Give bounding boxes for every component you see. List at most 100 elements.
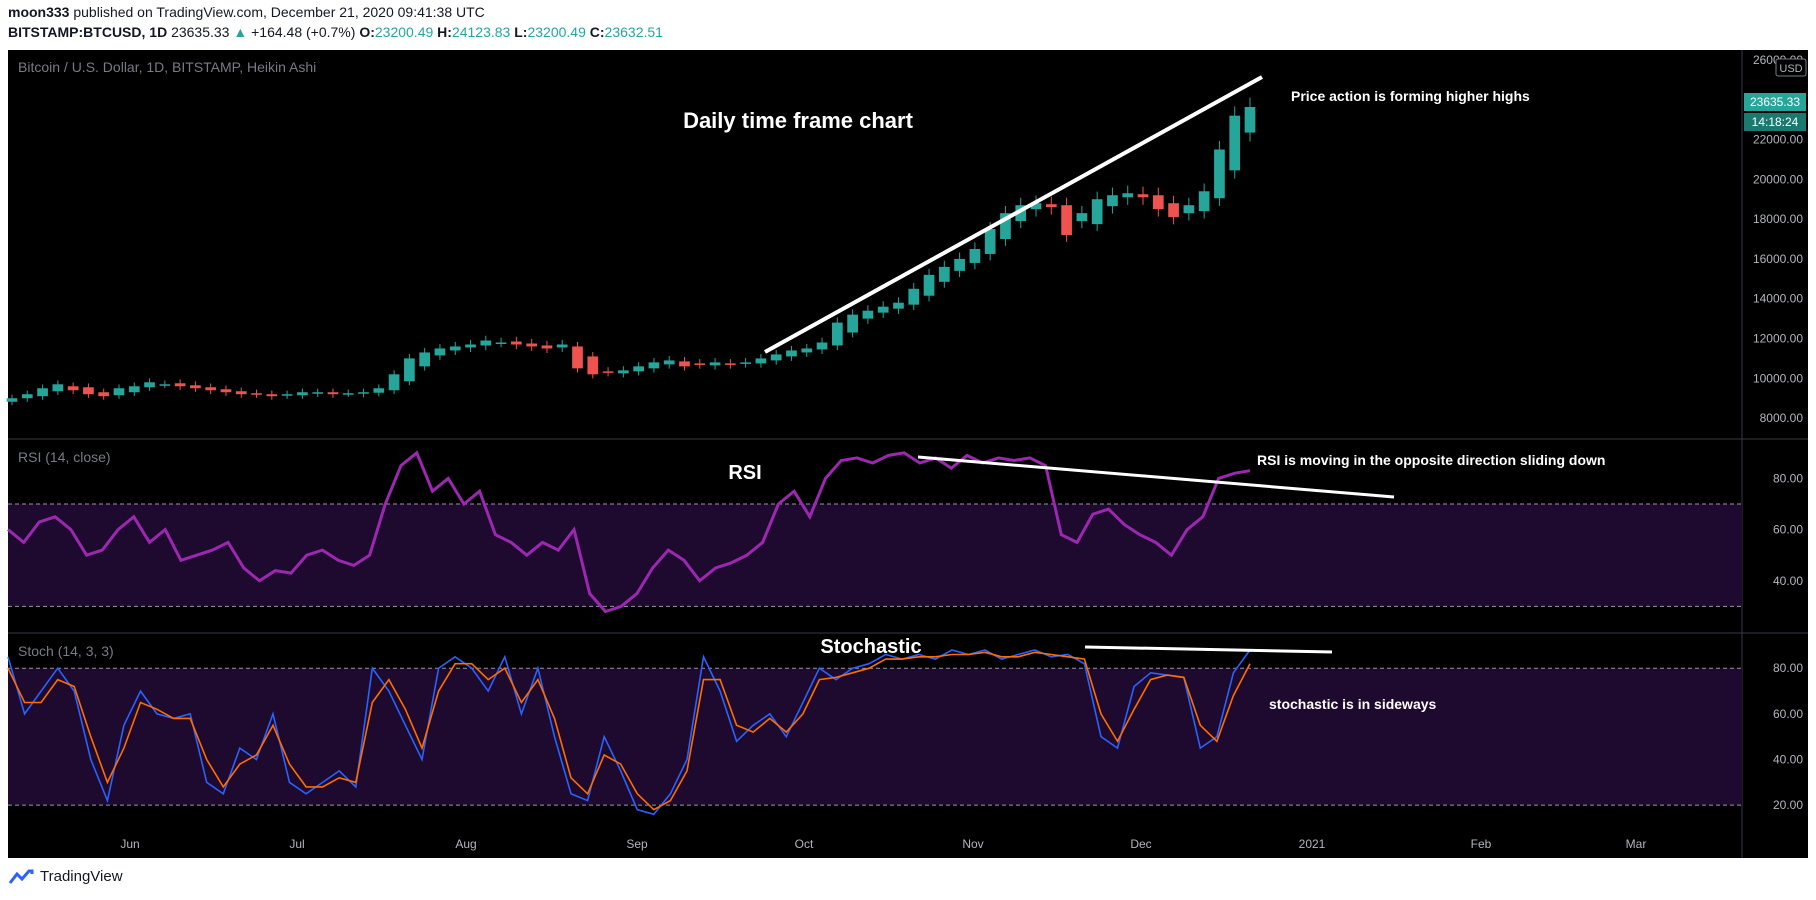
candle-body: [312, 392, 324, 394]
price-tick-label: 20000.00: [1753, 172, 1803, 186]
time-tick-label: Mar: [1626, 837, 1647, 851]
candle-body: [480, 340, 492, 346]
price-tick-label: 8000.00: [1760, 411, 1804, 425]
candle-body: [434, 348, 446, 356]
price-tick-label: 14000.00: [1753, 292, 1803, 306]
time-tick-label: Oct: [795, 837, 814, 851]
candle-body: [648, 362, 660, 369]
open-value: 23200.49: [374, 24, 434, 40]
candle-body: [954, 258, 965, 271]
candle-body: [969, 248, 981, 263]
candle-body: [1030, 203, 1042, 210]
candle-body: [327, 392, 339, 395]
candle-body: [281, 394, 293, 396]
stoch-tick-label: 80.00: [1773, 661, 1803, 675]
candle-body: [862, 310, 874, 319]
candle-body: [419, 352, 431, 367]
rsi-series-line: [7, 450, 1251, 614]
candle-body: [1244, 107, 1256, 133]
brand-name[interactable]: TradingView: [40, 868, 123, 885]
candle-body: [190, 385, 201, 389]
stoch-tick-label: 60.00: [1773, 707, 1803, 721]
candle-body: [572, 346, 583, 369]
price-tick-label: 12000.00: [1753, 332, 1803, 346]
candle-body: [908, 288, 920, 305]
last-price-label: 23635.33: [1750, 95, 1800, 109]
candle-body: [159, 384, 171, 386]
candle-body: [1168, 203, 1179, 218]
time-axis-background: [8, 828, 1742, 858]
footer: TradingView: [8, 868, 123, 885]
candle-body: [144, 382, 155, 388]
candle-body: [541, 345, 553, 349]
stoch-title: Stoch (14, 3, 3): [18, 643, 114, 659]
candle-body: [128, 386, 140, 393]
candle-body: [1229, 115, 1241, 171]
candle-body: [877, 306, 889, 313]
candle-body: [1091, 199, 1103, 225]
last-price: 23635.33: [171, 24, 230, 40]
candle-body: [770, 354, 782, 361]
candle-body: [923, 274, 935, 296]
high-value: 24123.83: [451, 24, 511, 40]
candle-body: [1214, 149, 1225, 199]
open-label: O:: [359, 24, 375, 40]
candle-body: [235, 391, 247, 395]
candle-body: [342, 393, 354, 395]
candle-body: [801, 348, 813, 353]
time-tick-label: Sep: [626, 837, 648, 851]
price-tick-label: 10000.00: [1753, 371, 1803, 385]
rsi-annotation-title: RSI: [728, 462, 761, 484]
candle-body: [297, 392, 308, 396]
candle-body: [602, 371, 614, 373]
candle-body: [709, 362, 721, 366]
time-tick-label: Jul: [289, 837, 304, 851]
countdown-label: 14:18:24: [1752, 115, 1799, 129]
candle-body: [1015, 205, 1027, 222]
candle-body: [1061, 205, 1072, 236]
candle-body: [1198, 191, 1210, 212]
time-tick-label: Feb: [1471, 837, 1492, 851]
candle-body: [893, 302, 904, 309]
candle-body: [465, 344, 476, 348]
time-tick-label: Aug: [455, 837, 476, 851]
price-tick-label: 18000.00: [1753, 212, 1803, 226]
candle-body: [495, 342, 507, 344]
candle-body: [1152, 195, 1164, 210]
candle-body: [1045, 204, 1057, 208]
candle-body: [938, 266, 950, 282]
candle-body: [816, 342, 828, 350]
candle-body: [679, 361, 690, 367]
countdown-box: [1744, 113, 1806, 131]
candle-body: [1000, 213, 1011, 240]
candle-body: [1107, 195, 1118, 207]
candle-body: [1076, 213, 1088, 222]
stoch-series-line: [7, 651, 1251, 811]
candle-body: [251, 393, 262, 395]
stoch-annotation-title: Stochastic: [820, 636, 921, 658]
candle-body: [556, 344, 568, 348]
candle-body: [1137, 194, 1149, 198]
price-axis-background: [1742, 50, 1808, 858]
candle-body: [618, 370, 629, 374]
ohlc-line: BITSTAMP:BTCUSD, 1D 23635.33 ▲ +164.48 (…: [8, 24, 663, 40]
candle-body: [37, 388, 48, 397]
stoch-tick-label: 20.00: [1773, 798, 1803, 812]
candle-body: [755, 358, 767, 364]
stoch-tick-label: 40.00: [1773, 753, 1803, 767]
candle-body: [740, 362, 751, 364]
price-change: +164.48 (+0.7%): [251, 24, 356, 40]
candle-body: [847, 314, 858, 333]
rsi-tick-label: 80.00: [1773, 471, 1803, 485]
candle-body: [67, 386, 79, 391]
annotation-note: Price action is forming higher highs: [1291, 88, 1530, 104]
rsi-tick-label: 40.00: [1773, 574, 1803, 588]
price-tick-label: 22000.00: [1753, 133, 1803, 147]
annotation-title: Daily time frame chart: [683, 108, 914, 133]
author-name[interactable]: moon333: [8, 4, 70, 20]
rsi-band: [8, 504, 1742, 607]
candle-body: [358, 392, 369, 394]
change-arrow-icon: ▲: [233, 24, 248, 40]
candle-body: [373, 388, 385, 393]
